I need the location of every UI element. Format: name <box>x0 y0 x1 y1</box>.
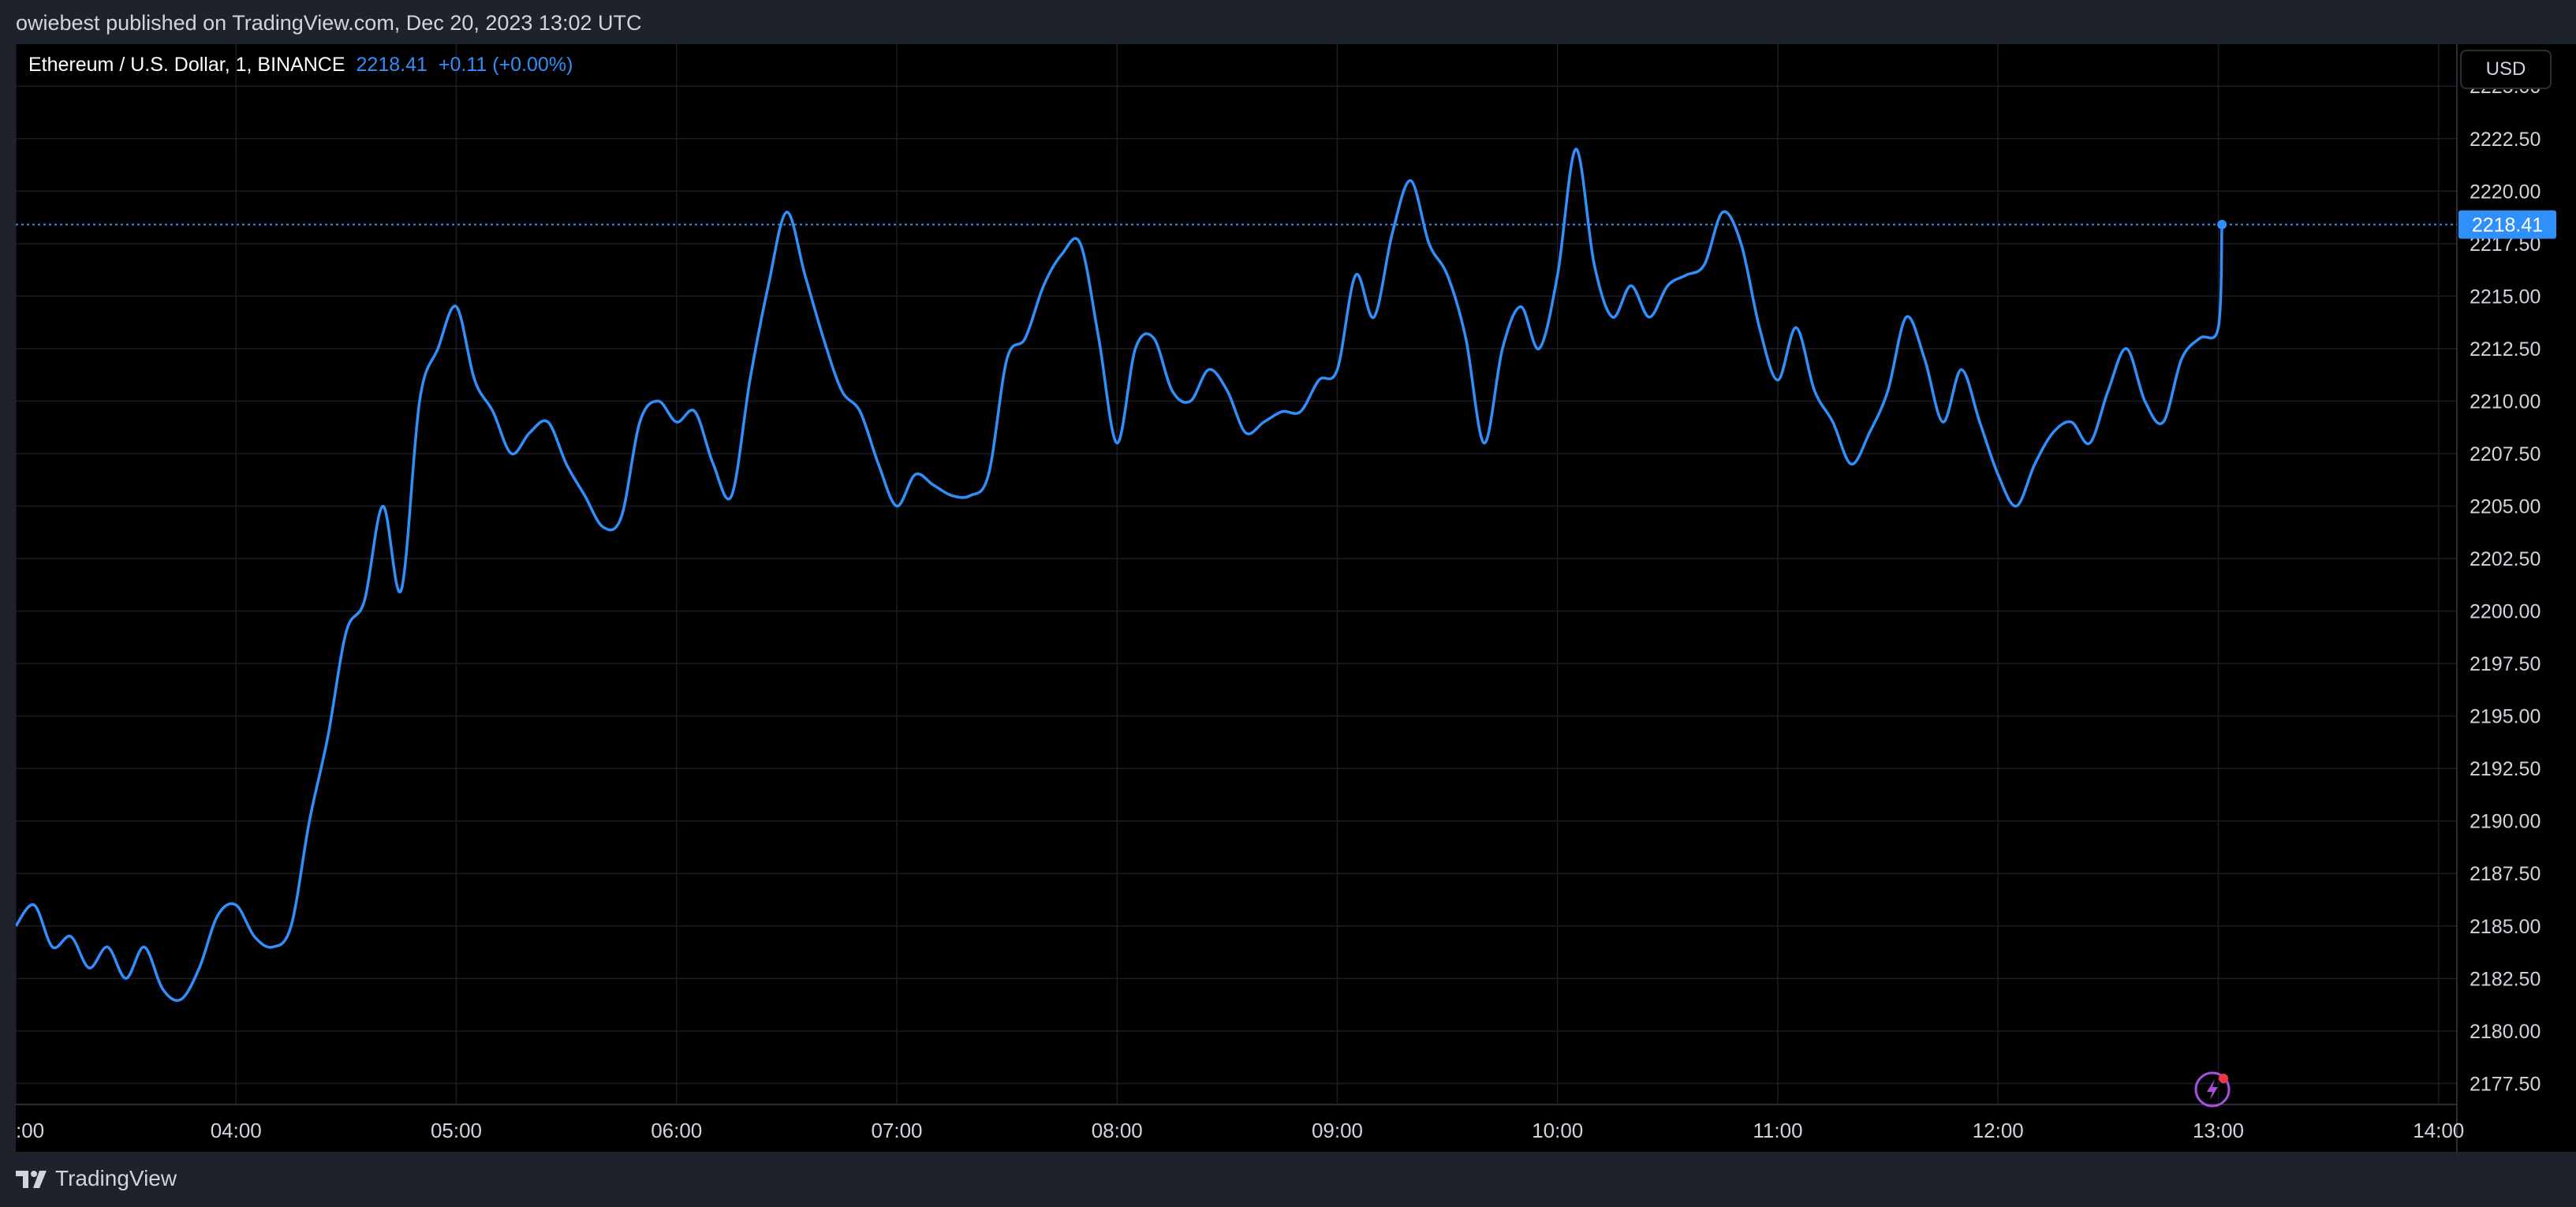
price-axis: 2177.50 2180.00 2182.50 2185.00 2187.50 2190.… <box>2470 76 2541 1095</box>
y-tick-label: 2207.50 <box>2470 443 2541 465</box>
footer-bar: TradingView <box>0 1152 2576 1207</box>
x-tick-label: 14:00 <box>2413 1119 2464 1142</box>
x-tick-label: 10:00 <box>1532 1119 1583 1142</box>
currency-button[interactable]: USD <box>2460 50 2552 89</box>
x-tick-label: 12:00 <box>1973 1119 2024 1142</box>
last-price-label-text: 2218.41 <box>2472 215 2543 237</box>
x-tick-label: 04:00 <box>211 1119 262 1142</box>
y-tick-label: 2210.00 <box>2470 390 2541 413</box>
x-tick-label: 07:00 <box>871 1119 922 1142</box>
y-tick-label: 2212.50 <box>2470 338 2541 361</box>
x-tick-label: 11:00 <box>1753 1119 1802 1142</box>
x-tick-label: 09:00 <box>1312 1119 1363 1142</box>
y-tick-label: 2195.00 <box>2470 706 2541 728</box>
x-tick-label: 13:00 <box>2193 1119 2244 1142</box>
y-tick-label: 2185.00 <box>2470 916 2541 938</box>
publisher-text: owiebest published on TradingView.com, D… <box>16 11 642 35</box>
time-axis: :00 04:00 05:00 06:00 07:00 08:00 09:00 10:00 11… <box>16 1119 2464 1142</box>
y-tick-label: 2187.50 <box>2470 863 2541 885</box>
lightning-alert-icon <box>2194 1071 2231 1108</box>
x-tick-label: 08:00 <box>1092 1119 1143 1142</box>
tradingview-logo-icon <box>16 1171 47 1188</box>
y-tick-label: 2222.50 <box>2470 129 2541 151</box>
y-tick-label: 2190.00 <box>2470 811 2541 833</box>
series-line-ethusd <box>16 148 2223 1003</box>
y-tick-label: 2182.50 <box>2470 968 2541 990</box>
legend-last-price: 2218.41 <box>356 54 427 76</box>
x-tick-label: 06:00 <box>651 1119 702 1142</box>
chart-grid <box>16 44 2457 1104</box>
y-tick-label: 2180.00 <box>2470 1021 2541 1043</box>
last-price-label: 2218.41 <box>2458 210 2556 239</box>
symbol-legend: Ethereum / U.S. Dollar, 1, BINANCE 2218.… <box>28 54 573 77</box>
legend-change: +0.11 (+0.00%) <box>438 54 573 76</box>
y-tick-label: 2192.50 <box>2470 758 2541 780</box>
publisher-bar: owiebest published on TradingView.com, D… <box>0 0 2576 44</box>
y-tick-label: 2220.00 <box>2470 181 2541 203</box>
chart-area[interactable]: 2177.50 2180.00 2182.50 2185.00 2187.50 2190.… <box>16 44 2576 1152</box>
price-chart[interactable]: 2177.50 2180.00 2182.50 2185.00 2187.50 2190.… <box>16 44 2576 1152</box>
last-price-dot <box>2217 219 2227 230</box>
symbol-name: Ethereum / U.S. Dollar, 1, BINANCE <box>28 54 345 76</box>
x-tick-label: 05:00 <box>431 1119 482 1142</box>
brand[interactable]: TradingView <box>16 1166 177 1191</box>
y-tick-label: 2215.00 <box>2470 286 2541 308</box>
y-tick-label: 2177.50 <box>2470 1073 2541 1095</box>
y-tick-label: 2205.00 <box>2470 496 2541 518</box>
y-tick-label: 2200.00 <box>2470 601 2541 623</box>
x-tick-label: :00 <box>16 1119 44 1142</box>
y-tick-label: 2202.50 <box>2470 548 2541 570</box>
y-tick-label: 2197.50 <box>2470 653 2541 675</box>
brand-name: TradingView <box>55 1166 177 1190</box>
